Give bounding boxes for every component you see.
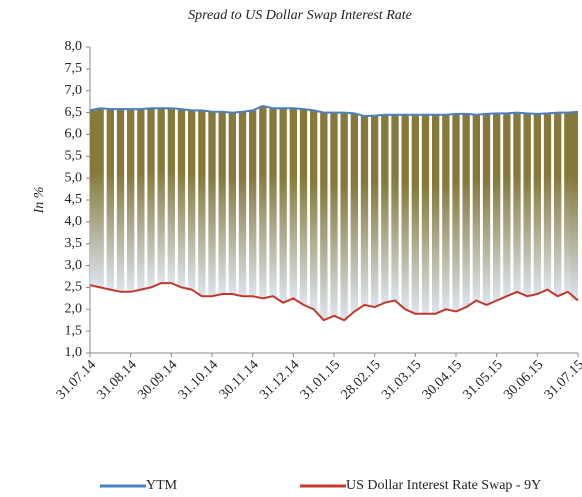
x-tick-label: 30.11.14	[217, 357, 262, 402]
spread-bar	[482, 113, 491, 305]
spread-bar	[198, 110, 206, 297]
spread-bar	[177, 109, 186, 288]
spread-bar	[279, 108, 287, 303]
spread-bar	[432, 114, 440, 314]
y-tick-label: 3,0	[65, 258, 83, 273]
spread-bar	[472, 114, 480, 301]
y-tick-label: 8,0	[65, 39, 83, 54]
y-tick-label: 3,5	[65, 236, 83, 251]
spread-bar	[421, 114, 430, 314]
spread-bar	[401, 114, 409, 310]
spread-bar	[371, 115, 379, 308]
spread-bar	[381, 114, 389, 303]
spread-bar	[533, 113, 541, 294]
spread-bar	[106, 109, 114, 290]
spread-bar	[442, 114, 450, 310]
chart-title: Spread to US Dollar Swap Interest Rate	[188, 8, 412, 23]
spread-bar	[238, 111, 247, 297]
spread-bar	[340, 112, 348, 321]
spread-bar	[570, 111, 578, 301]
spread-bar	[147, 108, 155, 288]
spread-bar	[462, 113, 470, 308]
x-tick-label: 31.07.15	[542, 357, 582, 402]
y-tick-label: 5,5	[65, 149, 83, 164]
y-tick-label: 5,0	[65, 170, 83, 185]
x-tick-label: 31.10.14	[176, 357, 221, 402]
x-tick-label: 30.04.15	[420, 357, 465, 402]
x-tick-label: 28.02.15	[339, 357, 384, 402]
y-tick-label: 6,0	[65, 127, 83, 142]
spread-bar	[330, 112, 338, 316]
x-tick-label: 30.09.14	[135, 357, 180, 402]
spread-bar	[543, 113, 552, 290]
y-tick-label: 1,5	[65, 323, 83, 338]
y-tick-label: 2,0	[65, 302, 83, 317]
spread-bar	[411, 114, 419, 314]
spread-bar	[127, 109, 135, 292]
spread-bar	[554, 112, 562, 297]
y-axis-label: In %	[32, 187, 47, 215]
spread-bar	[249, 110, 257, 297]
spread-bar	[137, 109, 145, 290]
spread-bar	[493, 113, 501, 301]
spread-bar	[513, 112, 521, 292]
spread-bar	[188, 110, 196, 290]
spread-bar	[228, 112, 236, 294]
x-tick-label: 31.05.15	[461, 357, 506, 402]
y-tick-label: 7,5	[65, 61, 83, 76]
spread-bar	[90, 110, 98, 286]
y-tick-label: 2,5	[65, 280, 83, 295]
series-line	[89, 282, 579, 322]
spread-bar	[503, 113, 511, 297]
y-tick-label: 4,0	[65, 214, 83, 229]
x-tick-label: 31.12.14	[257, 357, 302, 402]
spread-bar	[259, 106, 267, 299]
x-tick-label: 31.08.14	[95, 357, 140, 402]
y-tick-label: 1,0	[65, 345, 83, 360]
spread-bar	[299, 109, 308, 305]
y-tick-label: 6,5	[65, 105, 83, 120]
y-tick-label: 4,5	[65, 192, 83, 207]
spread-bar	[523, 113, 531, 297]
spread-bar	[564, 112, 572, 292]
spread-bar	[289, 108, 297, 299]
x-tick-label: 31.03.15	[379, 357, 424, 402]
spread-bar	[310, 110, 318, 310]
spread-bar	[208, 111, 216, 297]
spread-bar	[452, 113, 460, 312]
spread-bar	[167, 108, 175, 284]
x-tick-label: 31.01.15	[298, 357, 343, 402]
spread-bar	[320, 112, 328, 321]
x-tick-label: 30.06.15	[501, 357, 546, 402]
spread-bar	[96, 108, 104, 288]
x-tick-label: 31.07.14	[54, 357, 99, 402]
legend-label: YTM	[146, 478, 178, 493]
spread-bar	[116, 109, 125, 292]
spread-bar	[269, 108, 277, 297]
spread-bar	[157, 108, 165, 284]
legend-label: US Dollar Interest Rate Swap - 9Y	[346, 478, 541, 493]
spread-bar	[218, 111, 226, 294]
spread-bar	[391, 114, 399, 301]
y-tick-label: 7,0	[65, 83, 83, 98]
spread-bar	[350, 113, 358, 312]
spread-bar	[360, 116, 369, 305]
series-line	[89, 104, 579, 118]
